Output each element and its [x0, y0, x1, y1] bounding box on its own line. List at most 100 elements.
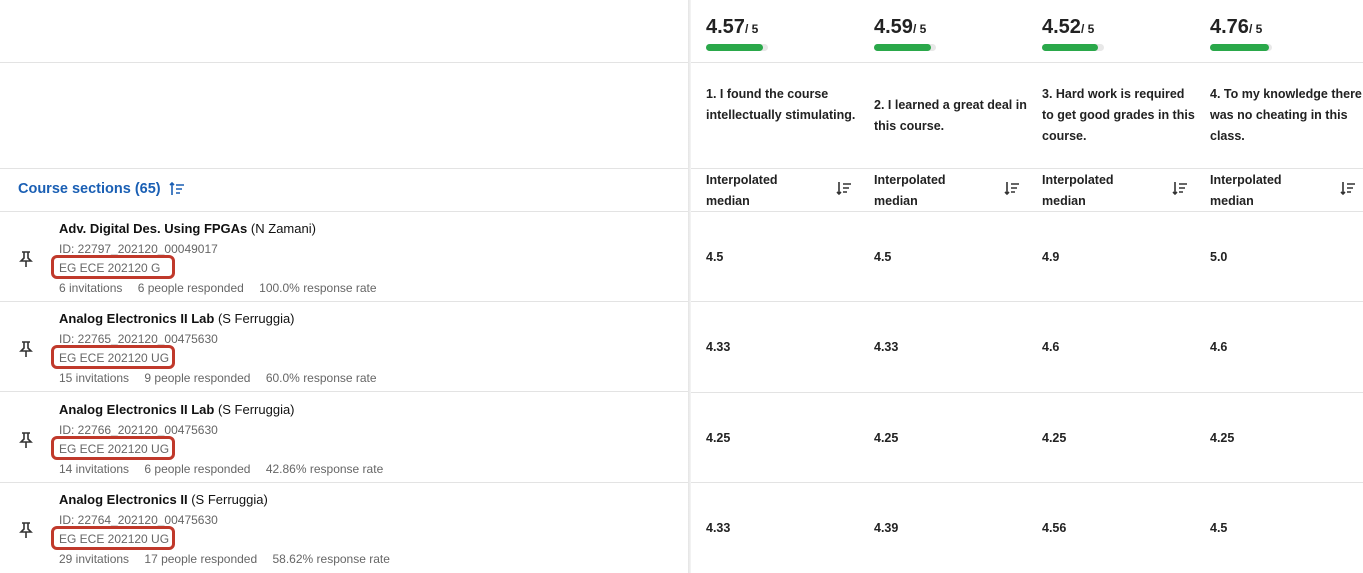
- highlight-box: [51, 436, 175, 460]
- divider-line: [691, 211, 1363, 212]
- invitations-count: 29 invitations: [59, 552, 130, 566]
- course-title[interactable]: Adv. Digital Des. Using FPGAs (N Zamani): [59, 221, 316, 236]
- left-panel: Course sections (65) Adv. Digital Des. U…: [0, 62, 688, 573]
- course-id: ID: 22764_202120_00475630: [59, 513, 218, 527]
- cell-value: 4.25: [874, 431, 899, 445]
- table-row[interactable]: Adv. Digital Des. Using FPGAs (N Zamani)…: [0, 212, 688, 302]
- sort-icon[interactable]: [1340, 180, 1356, 201]
- response-stats: 15 invitations 9 people responded 60.0% …: [59, 371, 389, 385]
- question-column: 4.76/ 5 4. To my knowledge there was no …: [1195, 0, 1363, 573]
- response-stats: 14 invitations 6 people responded 42.86%…: [59, 462, 395, 476]
- score-bar: [1042, 44, 1104, 51]
- cell-value: 4.5: [1210, 521, 1228, 535]
- score-bar-fill: [1042, 44, 1098, 51]
- table-row[interactable]: Analog Electronics II Lab (S Ferruggia) …: [0, 302, 688, 392]
- pin-icon[interactable]: [18, 340, 34, 363]
- invitations-count: 15 invitations: [59, 371, 130, 385]
- cell-value: 4.56: [1042, 521, 1067, 535]
- question-text: 2. I learned a great deal in this course…: [874, 98, 1027, 133]
- response-rate: 100.0% response rate: [259, 281, 377, 295]
- pin-icon[interactable]: [18, 521, 34, 544]
- pin-icon[interactable]: [18, 250, 34, 273]
- average-score: 4.76/ 5: [1210, 16, 1263, 38]
- score-bar: [706, 44, 768, 51]
- responded-count: 9 people responded: [144, 371, 251, 385]
- average-score: 4.57/ 5: [706, 16, 759, 38]
- divider-line: [0, 211, 688, 212]
- right-panel: 4.57/ 5 1. I found the course intellectu…: [691, 0, 1363, 573]
- course-sections-header: Course sections (65): [18, 181, 185, 197]
- question-text: 3. Hard work is required to get good gra…: [1042, 87, 1195, 143]
- course-id: ID: 22765_202120_00475630: [59, 332, 218, 346]
- cell-value: 4.6: [1210, 340, 1228, 354]
- course-title[interactable]: Analog Electronics II Lab (S Ferruggia): [59, 402, 295, 417]
- divider-line: [0, 62, 688, 63]
- score-bar-fill: [874, 44, 931, 51]
- metric-label: Interpolated median: [1210, 173, 1282, 208]
- cell-value: 4.6: [1042, 340, 1060, 354]
- question-column: 4.57/ 5 1. I found the course intellectu…: [691, 0, 859, 573]
- row-divider: [691, 392, 1363, 393]
- sort-icon[interactable]: [1172, 180, 1188, 201]
- sort-icon[interactable]: [169, 181, 185, 197]
- response-rate: 60.0% response rate: [265, 371, 377, 385]
- responded-count: 6 people responded: [137, 281, 244, 295]
- score-bar: [874, 44, 936, 51]
- cell-value: 4.25: [1210, 431, 1235, 445]
- course-title[interactable]: Analog Electronics II (S Ferruggia): [59, 492, 268, 507]
- cell-value: 4.33: [706, 521, 731, 535]
- response-stats: 29 invitations 17 people responded 58.62…: [59, 552, 402, 566]
- table-row[interactable]: Analog Electronics II (S Ferruggia) ID: …: [0, 483, 688, 573]
- cell-value: 4.5: [706, 250, 724, 264]
- question-text: 4. To my knowledge there was no cheating…: [1210, 87, 1362, 143]
- table-row[interactable]: Analog Electronics II Lab (S Ferruggia) …: [0, 393, 688, 483]
- course-tag: EG ECE 202120 UG: [59, 532, 170, 546]
- invitations-count: 14 invitations: [59, 462, 130, 476]
- row-divider: [691, 301, 1363, 302]
- row-divider: [691, 482, 1363, 483]
- highlight-box: [51, 255, 175, 279]
- question-column: 4.59/ 5 2. I learned a great deal in thi…: [859, 0, 1027, 573]
- row-divider: [0, 301, 688, 302]
- responded-count: 17 people responded: [144, 552, 258, 566]
- course-tag: EG ECE 202120 G: [59, 261, 161, 275]
- invitations-count: 6 invitations: [59, 281, 123, 295]
- course-id: ID: 22766_202120_00475630: [59, 423, 218, 437]
- course-title[interactable]: Analog Electronics II Lab (S Ferruggia): [59, 311, 295, 326]
- metric-label: Interpolated median: [706, 173, 778, 208]
- row-divider: [0, 391, 688, 392]
- highlight-box: [51, 345, 175, 369]
- cell-value: 4.33: [706, 340, 731, 354]
- cell-value: 4.25: [1042, 431, 1067, 445]
- score-bar: [1210, 44, 1272, 51]
- metric-label: Interpolated median: [874, 173, 946, 208]
- divider-line: [691, 168, 1363, 169]
- response-stats: 6 invitations 6 people responded 100.0% …: [59, 281, 389, 295]
- row-divider: [0, 482, 688, 483]
- cell-value: 5.0: [1210, 250, 1228, 264]
- average-score: 4.52/ 5: [1042, 16, 1095, 38]
- pin-icon[interactable]: [18, 431, 34, 454]
- panel-divider: [688, 0, 691, 573]
- cell-value: 4.33: [874, 340, 899, 354]
- course-id: ID: 22797_202120_00049017: [59, 242, 218, 256]
- score-bar-fill: [1210, 44, 1269, 51]
- cell-value: 4.25: [706, 431, 731, 445]
- course-tag: EG ECE 202120 UG: [59, 442, 170, 456]
- cell-value: 4.5: [874, 250, 892, 264]
- question-column: 4.52/ 5 3. Hard work is required to get …: [1027, 0, 1195, 573]
- sort-icon[interactable]: [836, 180, 852, 201]
- responded-count: 6 people responded: [144, 462, 251, 476]
- response-rate: 42.86% response rate: [265, 462, 384, 476]
- sort-icon[interactable]: [1004, 180, 1020, 201]
- metric-label: Interpolated median: [1042, 173, 1114, 208]
- question-text: 1. I found the course intellectually sti…: [706, 87, 856, 122]
- average-score: 4.59/ 5: [874, 16, 927, 38]
- course-tag: EG ECE 202120 UG: [59, 351, 170, 365]
- course-sections-link[interactable]: Course sections (65): [18, 181, 161, 197]
- divider-line: [0, 168, 688, 169]
- divider-line: [691, 62, 1363, 63]
- response-rate: 58.62% response rate: [272, 552, 390, 566]
- cell-value: 4.9: [1042, 250, 1060, 264]
- cell-value: 4.39: [874, 521, 899, 535]
